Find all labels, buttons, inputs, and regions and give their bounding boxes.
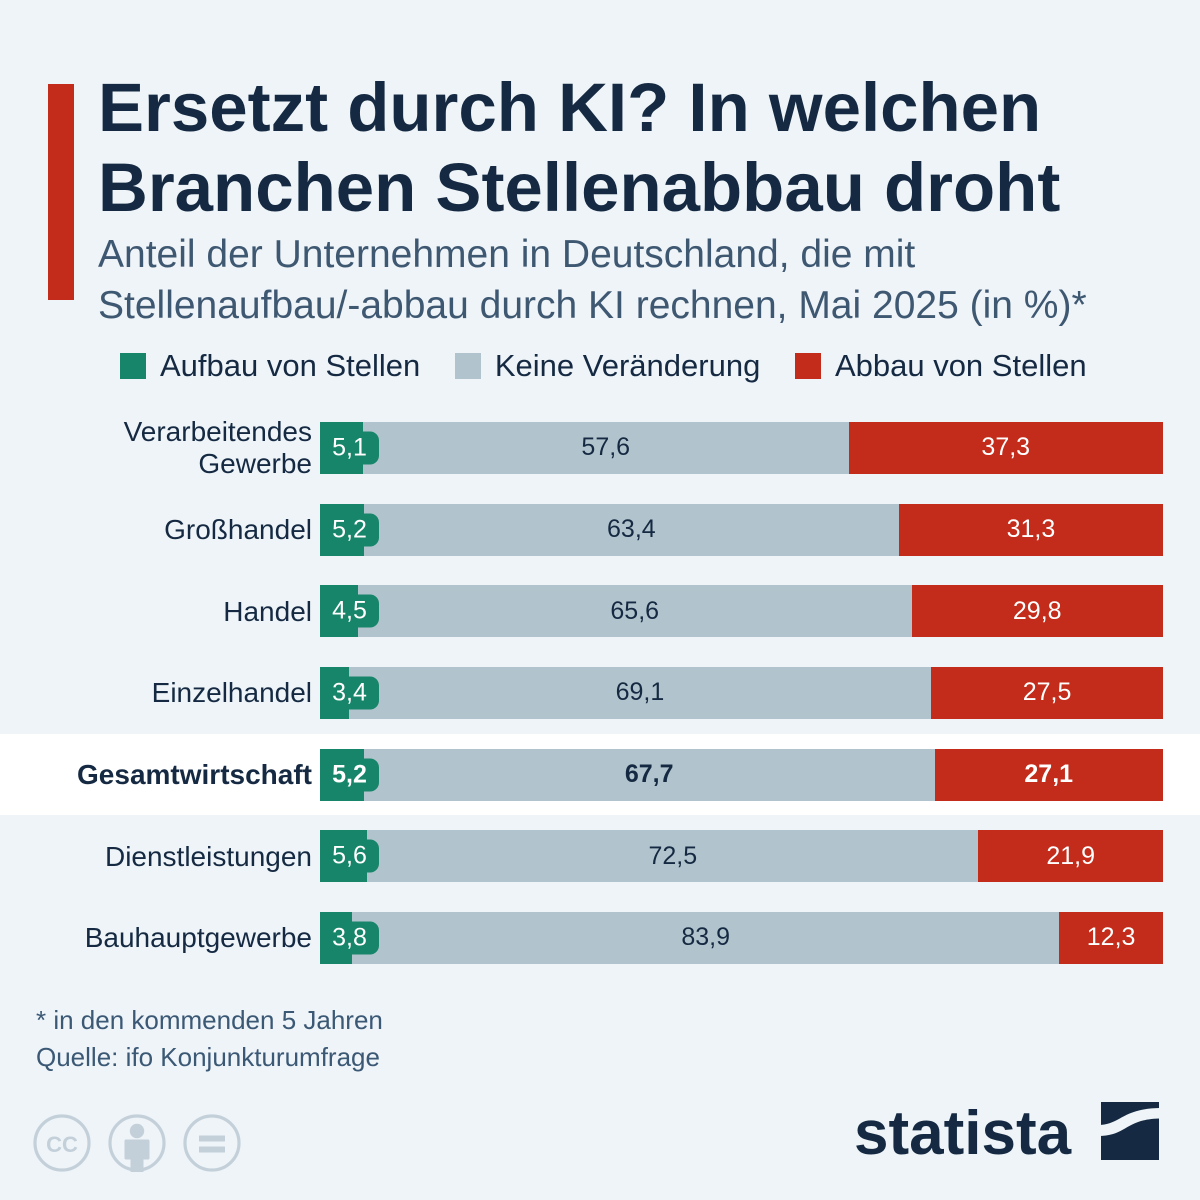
svg-text:CC: CC [46, 1132, 78, 1157]
svg-text:statista: statista [854, 1099, 1072, 1168]
